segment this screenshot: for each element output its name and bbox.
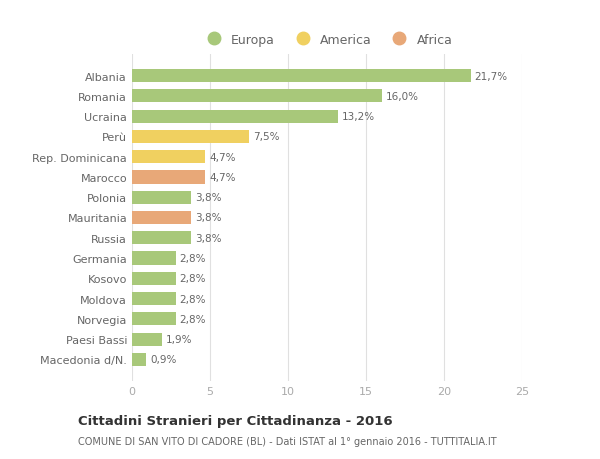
Bar	[132, 191, 191, 204]
Text: 2,8%: 2,8%	[179, 314, 206, 324]
Text: 0,9%: 0,9%	[150, 355, 176, 364]
Bar	[132, 90, 382, 103]
Bar	[132, 272, 176, 285]
Text: 1,9%: 1,9%	[166, 334, 192, 344]
Bar	[132, 292, 176, 306]
Bar	[132, 70, 470, 83]
Text: 3,8%: 3,8%	[195, 193, 221, 203]
Bar	[132, 313, 176, 326]
Text: 4,7%: 4,7%	[209, 152, 236, 162]
Text: 2,8%: 2,8%	[179, 294, 206, 304]
Text: 3,8%: 3,8%	[195, 213, 221, 223]
Bar	[132, 333, 161, 346]
Text: 7,5%: 7,5%	[253, 132, 280, 142]
Bar	[132, 232, 191, 245]
Bar	[132, 171, 205, 184]
Text: 3,8%: 3,8%	[195, 233, 221, 243]
Bar	[132, 130, 249, 144]
Bar	[132, 110, 338, 123]
Legend: Europa, America, Africa: Europa, America, Africa	[196, 29, 458, 52]
Text: 16,0%: 16,0%	[386, 92, 419, 102]
Bar	[132, 353, 146, 366]
Bar	[132, 252, 176, 265]
Bar	[132, 151, 205, 164]
Text: Cittadini Stranieri per Cittadinanza - 2016: Cittadini Stranieri per Cittadinanza - 2…	[78, 414, 392, 428]
Text: 4,7%: 4,7%	[209, 173, 236, 183]
Bar	[132, 212, 191, 224]
Text: 21,7%: 21,7%	[475, 72, 508, 81]
Text: 2,8%: 2,8%	[179, 253, 206, 263]
Text: COMUNE DI SAN VITO DI CADORE (BL) - Dati ISTAT al 1° gennaio 2016 - TUTTITALIA.I: COMUNE DI SAN VITO DI CADORE (BL) - Dati…	[78, 437, 497, 446]
Text: 13,2%: 13,2%	[342, 112, 375, 122]
Text: 2,8%: 2,8%	[179, 274, 206, 284]
